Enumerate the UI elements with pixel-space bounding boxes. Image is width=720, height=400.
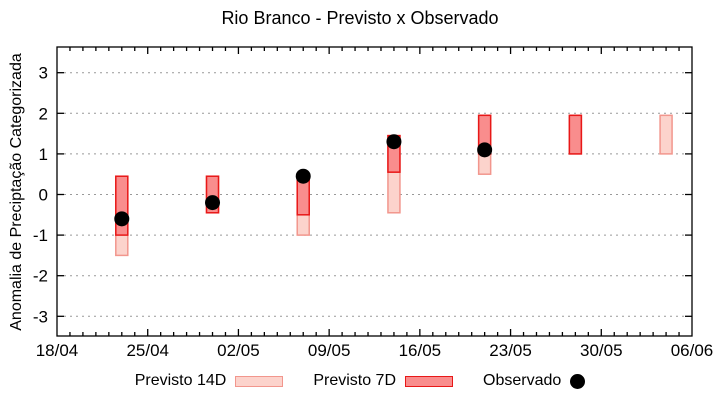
- x-tick-label: 23/05: [489, 341, 532, 360]
- previsto-14d-swatch: [235, 375, 284, 387]
- x-tick-label: 06/06: [671, 341, 714, 360]
- x-tick-label: 30/05: [580, 341, 623, 360]
- legend-label-observado: Observado: [483, 372, 562, 389]
- y-tick-label: 2: [39, 104, 48, 123]
- previsto-7d-swatch: [405, 375, 454, 387]
- x-tick-label: 09/05: [308, 341, 351, 360]
- x-tick-label: 18/04: [36, 341, 79, 360]
- legend-label-previsto-7d: Previsto 7D: [313, 372, 397, 389]
- observado-point: [205, 195, 221, 211]
- observado-point: [295, 168, 311, 184]
- previsto-7d-bar: [568, 114, 583, 155]
- legend: Previsto 14D Previsto 7D Observado: [0, 371, 720, 391]
- x-tick-label: 16/05: [399, 341, 442, 360]
- y-tick-label: 3: [39, 64, 48, 83]
- y-tick-label: -1: [33, 226, 48, 245]
- plot-border: [56, 46, 693, 337]
- observado-point: [477, 142, 493, 158]
- previsto-14d-bar: [659, 114, 673, 155]
- x-tick-label: 02/05: [217, 341, 260, 360]
- observado-point: [114, 211, 130, 227]
- observado-point: [386, 134, 402, 150]
- chart-title: Rio Branco - Previsto x Observado: [221, 8, 499, 28]
- legend-label-previsto-14d: Previsto 14D: [134, 372, 227, 389]
- y-tick-label: -3: [33, 307, 48, 326]
- y-tick-label: 1: [39, 145, 48, 164]
- observado-marker: [570, 373, 586, 389]
- legend-item-observado: Observado: [483, 372, 586, 390]
- legend-item-previsto-7d: Previsto 7D: [313, 372, 454, 390]
- y-tick-label: -2: [33, 267, 48, 286]
- legend-item-previsto-14d: Previsto 14D: [135, 372, 284, 390]
- x-tick-label: 25/04: [126, 341, 169, 360]
- y-tick-label: 0: [39, 186, 48, 205]
